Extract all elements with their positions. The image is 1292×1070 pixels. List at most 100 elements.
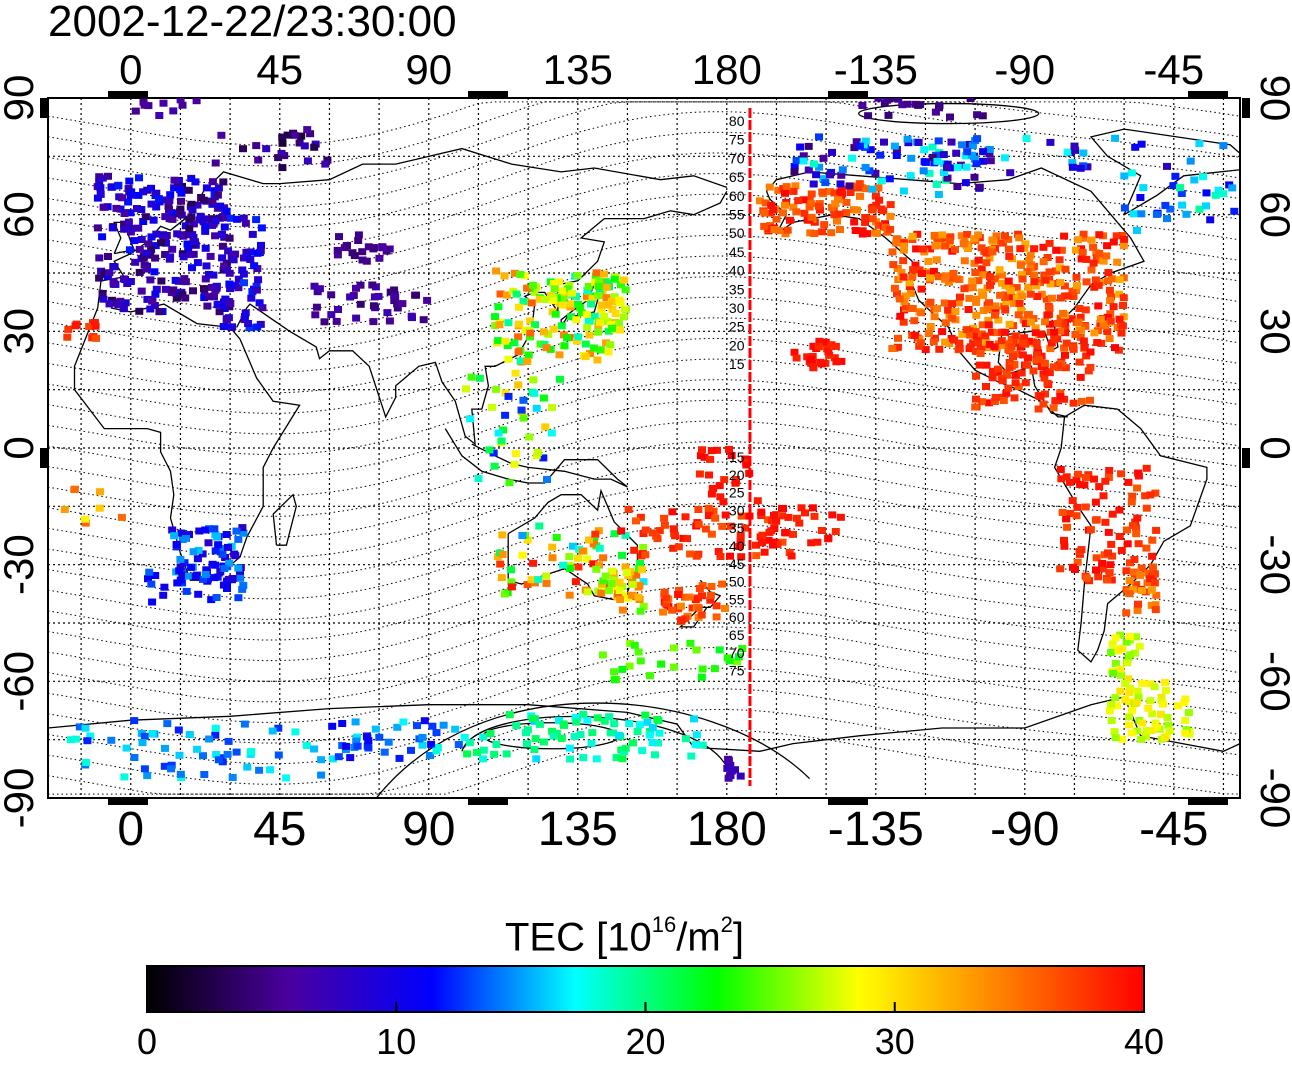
tec-measurement-cell [1017, 292, 1026, 300]
tec-measurement-cell [250, 262, 259, 270]
tec-measurement-cell [1031, 324, 1040, 332]
tec-measurement-cell [806, 356, 815, 363]
tec-measurement-cell [1092, 566, 1100, 574]
tec-measurement-cell [1005, 364, 1014, 372]
tec-measurement-cell [799, 152, 808, 160]
tec-measurement-cell [1060, 536, 1068, 544]
tec-measurement-cell [1119, 294, 1128, 302]
tec-measurement-cell [202, 262, 211, 270]
tec-measurement-cell [861, 218, 870, 226]
tec-measurement-cell [238, 524, 247, 532]
tec-measurement-cell [233, 215, 242, 223]
tec-measurement-cell [114, 301, 123, 309]
tec-measurement-cell [1009, 353, 1017, 361]
tec-measurement-cell [995, 266, 1004, 274]
tec-measurement-cell [1132, 633, 1140, 641]
tec-measurement-cell [682, 735, 690, 743]
tec-measurement-cell [160, 583, 169, 591]
tec-measurement-cell [807, 190, 816, 198]
tec-measurement-cell [655, 527, 664, 535]
tec-measurement-cell [1020, 334, 1029, 342]
tec-measurement-cell [1133, 727, 1142, 735]
tec-measurement-cell [1202, 189, 1211, 197]
tec-measurement-cell [1091, 498, 1100, 506]
tec-measurement-cell [423, 296, 432, 304]
tec-measurement-cell [707, 530, 716, 538]
tec-measurement-cell [176, 555, 185, 563]
tec-measurement-cell [184, 186, 193, 194]
y-tick-label-left: 30 [0, 308, 42, 355]
tec-measurement-cell [231, 250, 240, 258]
tec-measurement-cell [204, 539, 213, 547]
tec-measurement-cell [973, 111, 982, 119]
tec-measurement-cell [758, 531, 767, 539]
tec-measurement-cell [941, 272, 950, 280]
tec-measurement-cell [140, 732, 149, 740]
tec-measurement-cell [972, 295, 981, 303]
tec-measurement-cell [880, 138, 888, 146]
tec-measurement-cell [583, 588, 592, 596]
page-title: 2002-12-22/23:30:00 [48, 0, 457, 46]
tec-measurement-cell [566, 300, 575, 308]
tec-measurement-cell [881, 223, 890, 231]
tec-measurement-cell [98, 289, 107, 297]
tec-measurement-cell [1099, 320, 1108, 328]
tec-measurement-cell [378, 243, 387, 251]
tec-measurement-cell [589, 344, 598, 352]
tec-measurement-cell [212, 283, 221, 291]
tec-measurement-cell [862, 185, 871, 193]
tec-measurement-cell [662, 600, 671, 608]
tec-measurement-cell [1043, 379, 1052, 387]
tec-measurement-cell [915, 335, 924, 343]
tec-measurement-cell [963, 148, 972, 156]
tec-measurement-cell [200, 294, 209, 302]
tec-measurement-cell [972, 395, 980, 403]
tec-measurement-cell [203, 302, 212, 310]
tec-measurement-cell [559, 295, 568, 303]
tec-measurement-cell [618, 583, 627, 590]
y-tick-label-right: 60 [1252, 191, 1292, 238]
tec-measurement-cell [800, 209, 809, 217]
tec-measurement-cell [973, 339, 982, 347]
tec-measurement-cell [752, 552, 761, 560]
tec-measurement-cell [1004, 384, 1013, 392]
tec-measurement-cell [195, 527, 204, 535]
tec-measurement-cell [1107, 293, 1115, 301]
tec-measurement-cell [720, 476, 729, 484]
y-tick-label-right: -30 [1252, 534, 1292, 595]
tec-measurement-cell [1120, 172, 1129, 180]
tec-measurement-cell [1067, 315, 1076, 323]
tec-measurement-cell [121, 299, 130, 307]
tec-measurement-cell [234, 594, 243, 602]
tec-measurement-cell [1069, 399, 1078, 407]
tec-measurement-cell [274, 751, 283, 759]
tec-measurement-cell [971, 347, 980, 355]
tec-measurement-cell [973, 135, 982, 143]
tec-measurement-cell [1118, 322, 1127, 330]
tec-measurement-cell [1119, 313, 1128, 321]
tec-measurement-cell [880, 99, 889, 107]
tec-measurement-cell [211, 159, 220, 167]
tec-measurement-cell [713, 446, 721, 454]
tec-measurement-cell [604, 587, 613, 595]
tec-measurement-cell [1077, 546, 1086, 554]
tec-measurement-cell [539, 454, 548, 462]
tec-measurement-cell [945, 340, 954, 347]
tec-measurement-cell [899, 257, 908, 265]
tec-measurement-cell [1162, 686, 1170, 694]
tec-measurement-cell [170, 176, 179, 184]
tec-measurement-cell [1098, 565, 1107, 573]
tec-measurement-cell [1016, 343, 1025, 351]
tec-measurement-cell [185, 225, 194, 233]
tec-measurement-cell [971, 403, 980, 411]
tec-measurement-cell [108, 224, 117, 232]
y-tick-label-left: -90 [0, 768, 42, 829]
tec-measurement-cell [234, 275, 243, 283]
tec-measurement-cell [790, 348, 799, 356]
tec-measurement-cell [212, 594, 221, 601]
tec-measurement-cell [985, 150, 994, 157]
tec-measurement-cell [674, 543, 683, 551]
tec-measurement-cell [109, 299, 118, 307]
tec-measurement-cell [714, 548, 723, 555]
tec-measurement-cell [639, 602, 648, 610]
